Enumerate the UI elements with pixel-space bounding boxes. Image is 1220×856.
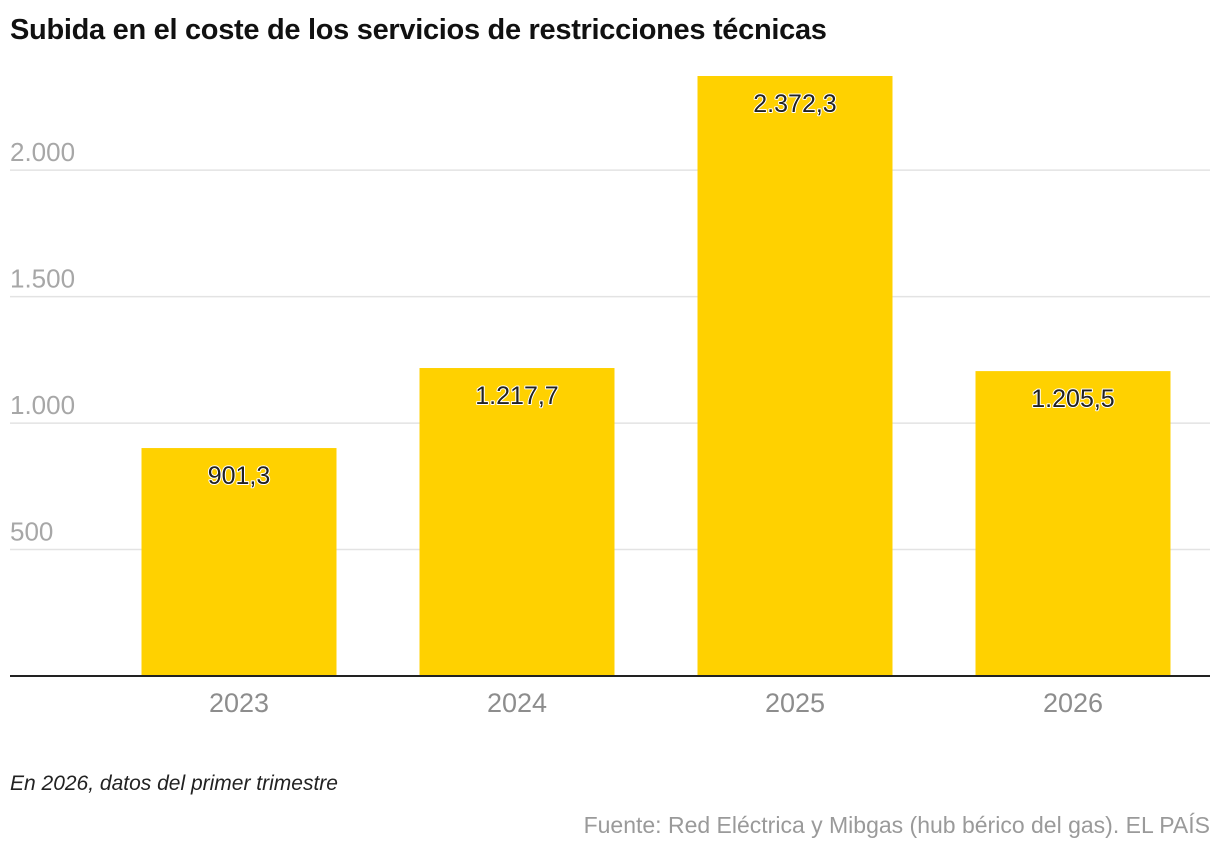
source-credit: Fuente: Red Eléctrica y Mibgas (hub béri…: [583, 812, 1210, 838]
bar-chart: 500 1.000 1.500 2.000 901,3 1.217,7 2.372,3 1.…: [10, 76, 1210, 718]
y-axis-tick-labels: 500 1.000 1.500 2.000: [10, 137, 75, 546]
y-tick-label: 500: [10, 517, 53, 547]
bar-2025: [697, 76, 893, 676]
x-tick-label: 2026: [1043, 688, 1103, 718]
bar-2023: [141, 448, 337, 676]
y-tick-label: 1.500: [10, 264, 75, 294]
x-axis-tick-labels: 2023 2024 2025 2026: [209, 688, 1103, 718]
data-labels: 901,3 1.217,7 2.372,3 1.205,5: [207, 89, 1116, 491]
data-label: 1.217,7: [475, 382, 558, 410]
x-tick-label: 2023: [209, 688, 269, 718]
bars: [141, 76, 1171, 676]
chart-title: Subida en el coste de los servicios de r…: [10, 14, 827, 46]
x-tick-label: 2025: [765, 688, 825, 718]
data-label: 901,3: [208, 462, 271, 490]
y-tick-label: 1.000: [10, 390, 75, 420]
y-tick-label: 2.000: [10, 137, 75, 167]
x-tick-label: 2024: [487, 688, 547, 718]
data-label: 1.205,5: [1031, 385, 1114, 413]
bar-2026: [975, 371, 1171, 676]
data-label: 2.372,3: [753, 90, 836, 118]
bar-2024: [419, 368, 615, 676]
footnote: En 2026, datos del primer trimestre: [10, 772, 338, 795]
